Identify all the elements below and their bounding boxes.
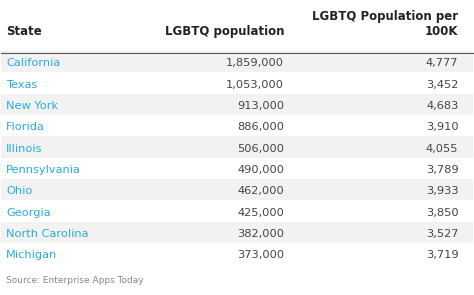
Text: 382,000: 382,000 bbox=[237, 229, 284, 239]
Text: 490,000: 490,000 bbox=[237, 165, 284, 175]
Text: Ohio: Ohio bbox=[6, 186, 33, 196]
Text: 913,000: 913,000 bbox=[237, 101, 284, 111]
Text: 425,000: 425,000 bbox=[237, 207, 284, 217]
FancyBboxPatch shape bbox=[1, 136, 473, 158]
FancyBboxPatch shape bbox=[1, 200, 473, 222]
Text: 462,000: 462,000 bbox=[237, 186, 284, 196]
FancyBboxPatch shape bbox=[1, 222, 473, 243]
FancyBboxPatch shape bbox=[1, 51, 473, 72]
Text: 4,683: 4,683 bbox=[426, 101, 458, 111]
Text: North Carolina: North Carolina bbox=[6, 229, 89, 239]
Text: 4,055: 4,055 bbox=[426, 144, 458, 153]
FancyBboxPatch shape bbox=[1, 115, 473, 136]
FancyBboxPatch shape bbox=[1, 243, 473, 264]
Text: Florida: Florida bbox=[6, 122, 45, 132]
Text: LGBTQ population: LGBTQ population bbox=[164, 25, 284, 38]
Text: 4,777: 4,777 bbox=[426, 58, 458, 68]
FancyBboxPatch shape bbox=[1, 158, 473, 179]
Text: Texas: Texas bbox=[6, 80, 37, 89]
Text: 3,527: 3,527 bbox=[426, 229, 458, 239]
Text: 1,053,000: 1,053,000 bbox=[226, 80, 284, 89]
Text: 886,000: 886,000 bbox=[237, 122, 284, 132]
Text: 3,452: 3,452 bbox=[426, 80, 458, 89]
FancyBboxPatch shape bbox=[1, 94, 473, 115]
Text: 3,789: 3,789 bbox=[426, 165, 458, 175]
Text: 3,933: 3,933 bbox=[426, 186, 458, 196]
Text: California: California bbox=[6, 58, 60, 68]
Text: Illinois: Illinois bbox=[6, 144, 43, 153]
Text: LGBTQ Population per
100K: LGBTQ Population per 100K bbox=[312, 10, 458, 38]
Text: 3,719: 3,719 bbox=[426, 250, 458, 260]
Text: 3,910: 3,910 bbox=[426, 122, 458, 132]
FancyBboxPatch shape bbox=[1, 72, 473, 94]
Text: Source: Enterprise Apps Today: Source: Enterprise Apps Today bbox=[6, 276, 144, 285]
Text: 1,859,000: 1,859,000 bbox=[226, 58, 284, 68]
Text: New York: New York bbox=[6, 101, 58, 111]
Text: Georgia: Georgia bbox=[6, 207, 51, 217]
Text: 373,000: 373,000 bbox=[237, 250, 284, 260]
FancyBboxPatch shape bbox=[1, 179, 473, 200]
Text: 506,000: 506,000 bbox=[237, 144, 284, 153]
Text: Michigan: Michigan bbox=[6, 250, 57, 260]
Text: Pennsylvania: Pennsylvania bbox=[6, 165, 81, 175]
Text: 3,850: 3,850 bbox=[426, 207, 458, 217]
Text: State: State bbox=[6, 25, 42, 38]
